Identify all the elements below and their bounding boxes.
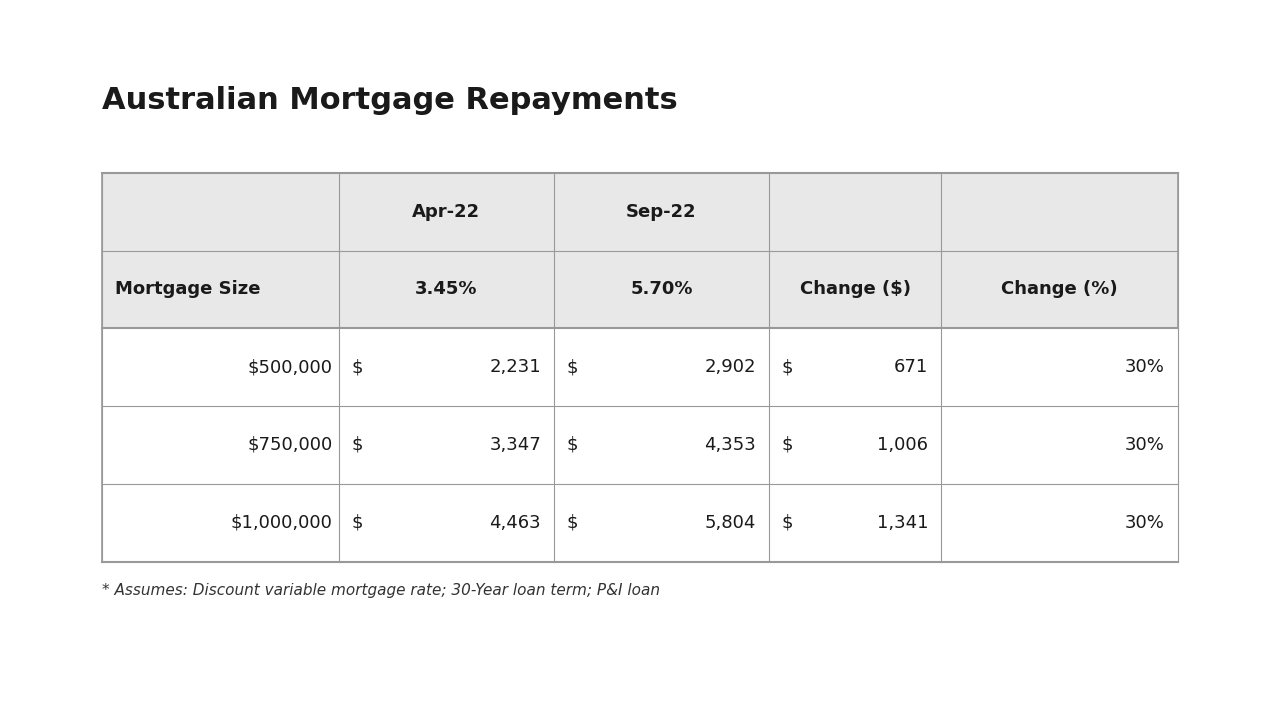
Text: Change ($): Change ($): [800, 280, 910, 298]
Text: Apr-22: Apr-22: [412, 203, 480, 221]
Text: 5.70%: 5.70%: [630, 280, 692, 298]
Text: 4,463: 4,463: [489, 514, 541, 531]
FancyBboxPatch shape: [102, 173, 1178, 562]
Text: 4,353: 4,353: [704, 436, 756, 454]
Text: $: $: [782, 514, 794, 531]
Text: 30%: 30%: [1125, 436, 1165, 454]
Text: $750,000: $750,000: [247, 436, 333, 454]
Text: * Assumes: Discount variable mortgage rate; 30-Year loan term; P&I loan: * Assumes: Discount variable mortgage ra…: [102, 583, 660, 598]
Text: $1,000,000: $1,000,000: [230, 514, 333, 531]
FancyBboxPatch shape: [102, 328, 1178, 406]
Text: Change (%): Change (%): [1001, 280, 1117, 298]
Text: 3,347: 3,347: [489, 436, 541, 454]
Text: $: $: [352, 359, 364, 376]
Text: $500,000: $500,000: [247, 359, 333, 376]
Text: 1,006: 1,006: [877, 436, 928, 454]
Text: 671: 671: [893, 359, 928, 376]
Text: $: $: [567, 436, 579, 454]
Text: $: $: [782, 359, 794, 376]
FancyBboxPatch shape: [102, 484, 1178, 562]
Text: $: $: [352, 436, 364, 454]
Text: 2,231: 2,231: [489, 359, 541, 376]
Text: $: $: [567, 514, 579, 531]
Text: 3.45%: 3.45%: [415, 280, 477, 298]
Text: Australian Mortgage Repayments: Australian Mortgage Repayments: [102, 86, 678, 115]
Text: 2,902: 2,902: [705, 359, 756, 376]
Text: $: $: [352, 514, 364, 531]
Text: 30%: 30%: [1125, 359, 1165, 376]
Text: $: $: [782, 436, 794, 454]
Text: 5,804: 5,804: [705, 514, 756, 531]
Text: Mortgage Size: Mortgage Size: [115, 280, 261, 298]
Text: $: $: [567, 359, 579, 376]
Text: 30%: 30%: [1125, 514, 1165, 531]
Text: Sep-22: Sep-22: [626, 203, 696, 221]
Text: 1,341: 1,341: [877, 514, 928, 531]
FancyBboxPatch shape: [102, 406, 1178, 484]
